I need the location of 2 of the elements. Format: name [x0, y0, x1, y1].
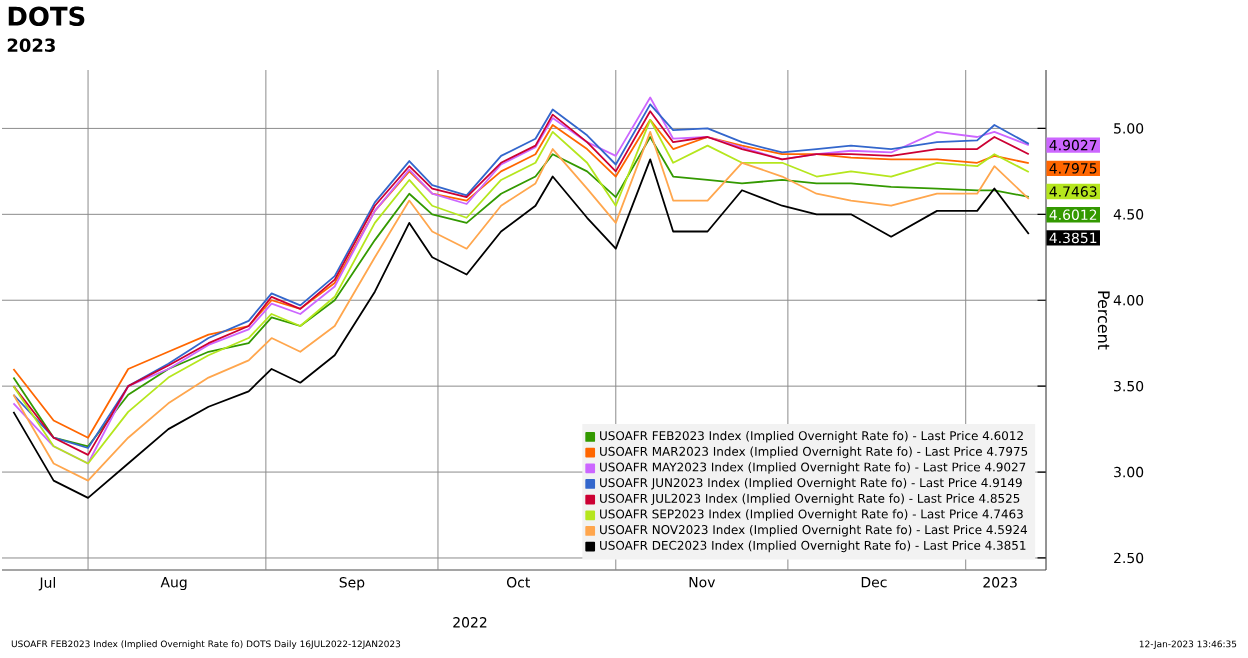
- chart-title: DOTS: [8, 6, 85, 26]
- chart-subtitle: 2023: [7, 38, 55, 52]
